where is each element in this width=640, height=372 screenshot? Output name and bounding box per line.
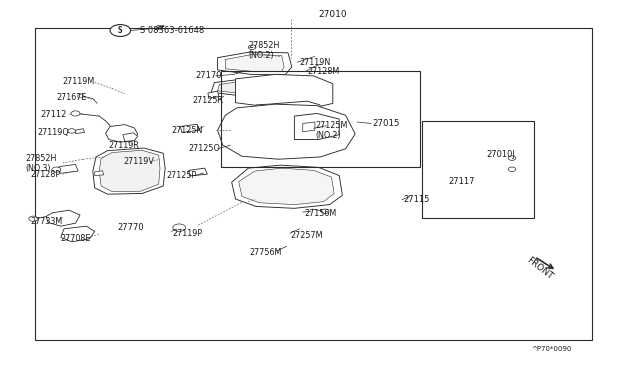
Polygon shape	[123, 133, 138, 141]
Text: 27010: 27010	[319, 10, 348, 19]
Polygon shape	[76, 129, 84, 134]
Text: 27125O: 27125O	[189, 144, 221, 153]
Text: 27852H
(NO.2): 27852H (NO.2)	[248, 41, 280, 60]
Text: 27708E: 27708E	[61, 234, 91, 243]
Text: 27119Q: 27119Q	[37, 128, 69, 137]
Circle shape	[77, 94, 84, 98]
Text: 27119R: 27119R	[109, 141, 140, 150]
Polygon shape	[303, 122, 315, 132]
Circle shape	[508, 167, 516, 171]
Text: 27125N: 27125N	[172, 126, 203, 135]
Polygon shape	[256, 101, 320, 131]
Text: S: S	[118, 26, 123, 35]
Polygon shape	[294, 113, 339, 140]
Text: 27257M: 27257M	[290, 231, 323, 240]
Polygon shape	[95, 171, 104, 176]
Text: 27128M: 27128M	[307, 67, 339, 76]
Text: ^P70*0090: ^P70*0090	[531, 346, 572, 352]
Circle shape	[321, 209, 329, 214]
Text: 27119M: 27119M	[63, 77, 95, 86]
Circle shape	[29, 216, 38, 221]
Text: 27156M: 27156M	[304, 209, 336, 218]
Polygon shape	[180, 124, 200, 132]
Text: 27852H
(NO.3): 27852H (NO.3)	[26, 154, 57, 173]
Text: 27125R: 27125R	[192, 96, 223, 105]
Polygon shape	[282, 112, 296, 120]
Circle shape	[68, 129, 76, 133]
Text: 27119P: 27119P	[173, 229, 203, 238]
Polygon shape	[208, 91, 219, 98]
Bar	[35, 28, 592, 340]
Polygon shape	[189, 168, 207, 176]
Polygon shape	[229, 141, 253, 149]
Text: 27112: 27112	[40, 110, 67, 119]
Text: 27010J: 27010J	[486, 150, 515, 159]
Polygon shape	[59, 164, 78, 173]
Text: 27119N: 27119N	[300, 58, 331, 67]
Polygon shape	[218, 80, 282, 94]
Text: 27119V: 27119V	[123, 157, 154, 166]
Polygon shape	[232, 165, 342, 208]
Text: 27115: 27115	[403, 195, 429, 204]
Text: 27125P: 27125P	[166, 171, 196, 180]
Text: 27733M: 27733M	[31, 217, 63, 226]
Bar	[422, 121, 534, 218]
Polygon shape	[61, 226, 95, 242]
Polygon shape	[236, 74, 333, 108]
Circle shape	[52, 167, 61, 172]
Bar	[221, 71, 420, 167]
Text: 27170: 27170	[195, 71, 221, 80]
Circle shape	[508, 156, 516, 160]
Polygon shape	[211, 78, 288, 97]
Polygon shape	[106, 125, 138, 142]
Circle shape	[173, 224, 186, 231]
Polygon shape	[46, 210, 80, 226]
Circle shape	[248, 45, 256, 49]
Text: 27756M: 27756M	[250, 248, 282, 257]
Text: 27125M
(NO.2): 27125M (NO.2)	[315, 121, 348, 140]
Text: 27770: 27770	[117, 223, 144, 232]
Text: 27015: 27015	[372, 119, 400, 128]
Polygon shape	[93, 148, 165, 194]
Polygon shape	[99, 150, 160, 192]
Polygon shape	[239, 168, 334, 205]
Circle shape	[110, 25, 131, 36]
Text: 27128P: 27128P	[31, 170, 61, 179]
Text: 27117: 27117	[448, 177, 474, 186]
Text: FRONT: FRONT	[525, 256, 554, 282]
Polygon shape	[225, 55, 284, 71]
Text: S 08363-61648: S 08363-61648	[140, 26, 204, 35]
Polygon shape	[218, 52, 292, 74]
Text: 27167E: 27167E	[56, 93, 86, 102]
Circle shape	[71, 111, 80, 116]
Polygon shape	[218, 104, 355, 159]
